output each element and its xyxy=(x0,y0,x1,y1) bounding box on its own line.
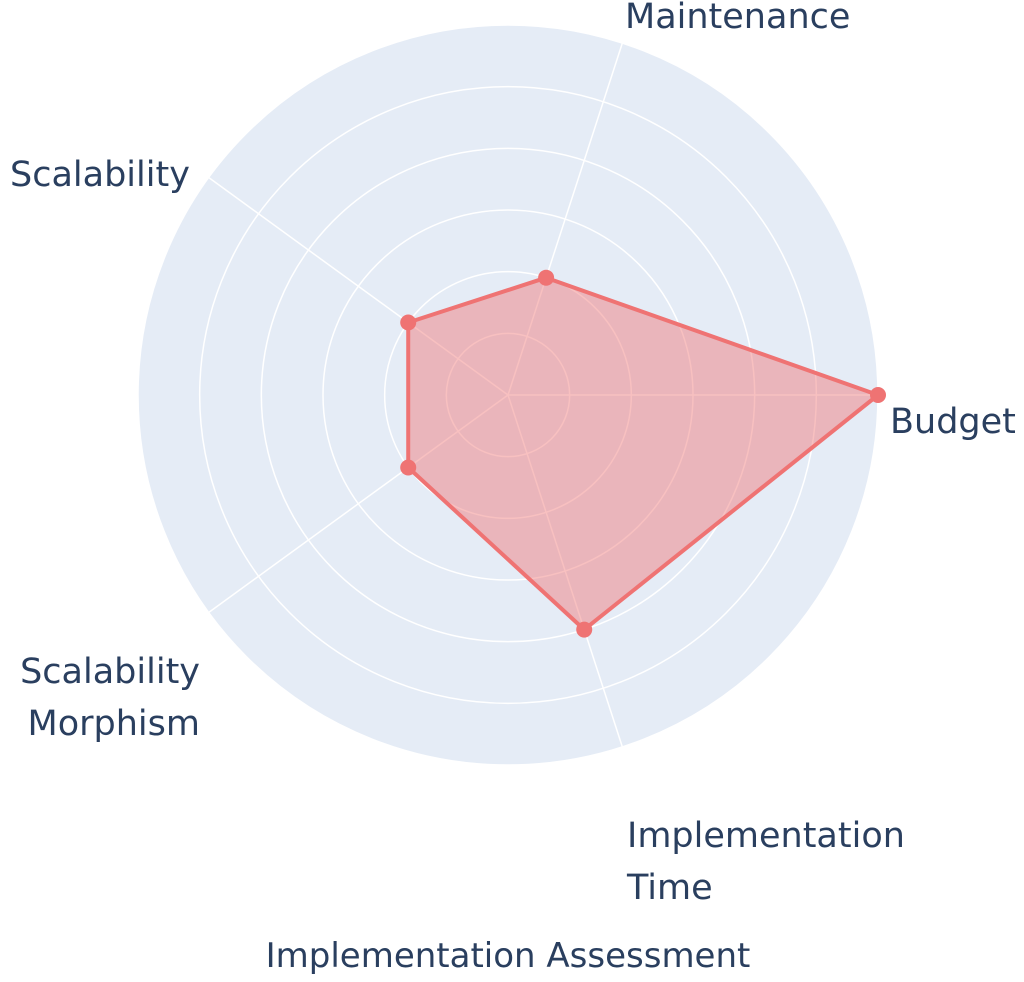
radar-point xyxy=(400,459,417,476)
category-label: Budget xyxy=(890,402,1016,442)
angular-axis-line xyxy=(208,394,509,614)
category-label: Scalability xyxy=(10,155,190,195)
category-label: Scalability Morphism xyxy=(20,652,200,744)
radar-point xyxy=(576,621,593,638)
radar-area xyxy=(406,275,880,632)
radar-point xyxy=(538,269,555,286)
angular-axis-line xyxy=(507,394,624,748)
angular-axis-line xyxy=(507,42,624,396)
angular-axis-line xyxy=(208,176,509,396)
category-label: Maintenance xyxy=(625,0,851,37)
category-label: Implementation Time xyxy=(627,816,905,908)
chart-title: Implementation Assessment xyxy=(265,936,751,976)
radar-point xyxy=(870,387,886,403)
radar-point xyxy=(400,314,417,331)
